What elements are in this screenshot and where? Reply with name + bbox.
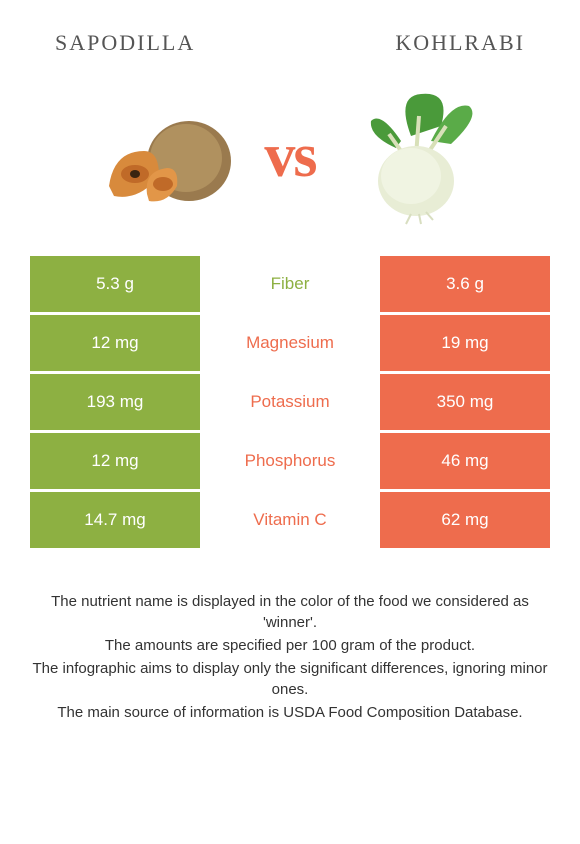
footnote-line: The infographic aims to display only the…: [25, 658, 555, 700]
footnote-line: The amounts are specified per 100 gram o…: [25, 635, 555, 656]
left-food-title: Sapodilla: [55, 30, 195, 56]
table-row: 12 mgPhosphorus46 mg: [30, 433, 550, 489]
table-row: 14.7 mgVitamin C62 mg: [30, 492, 550, 548]
nutrient-table: 5.3 gFiber3.6 g12 mgMagnesium19 mg193 mg…: [0, 256, 580, 548]
footnote: The nutrient name is displayed in the co…: [0, 551, 580, 723]
table-row: 193 mgPotassium350 mg: [30, 374, 550, 430]
right-value: 46 mg: [380, 433, 550, 489]
nutrient-label: Potassium: [200, 374, 380, 430]
left-value: 12 mg: [30, 315, 200, 371]
right-food-image: [336, 86, 496, 226]
right-food-title: Kohlrabi: [395, 30, 525, 56]
right-value: 350 mg: [380, 374, 550, 430]
left-value: 14.7 mg: [30, 492, 200, 548]
nutrient-label: Magnesium: [200, 315, 380, 371]
nutrient-label: Fiber: [200, 256, 380, 312]
header: Sapodilla Kohlrabi: [0, 0, 580, 66]
right-value: 3.6 g: [380, 256, 550, 312]
nutrient-label: Vitamin C: [200, 492, 380, 548]
image-row: vs: [0, 66, 580, 256]
footnote-line: The nutrient name is displayed in the co…: [25, 591, 555, 633]
table-row: 12 mgMagnesium19 mg: [30, 315, 550, 371]
nutrient-label: Phosphorus: [200, 433, 380, 489]
left-value: 193 mg: [30, 374, 200, 430]
left-value: 5.3 g: [30, 256, 200, 312]
left-value: 12 mg: [30, 433, 200, 489]
right-value: 19 mg: [380, 315, 550, 371]
vs-label: vs: [264, 121, 315, 192]
left-food-image: [84, 86, 244, 226]
table-row: 5.3 gFiber3.6 g: [30, 256, 550, 312]
right-value: 62 mg: [380, 492, 550, 548]
footnote-line: The main source of information is USDA F…: [25, 702, 555, 723]
